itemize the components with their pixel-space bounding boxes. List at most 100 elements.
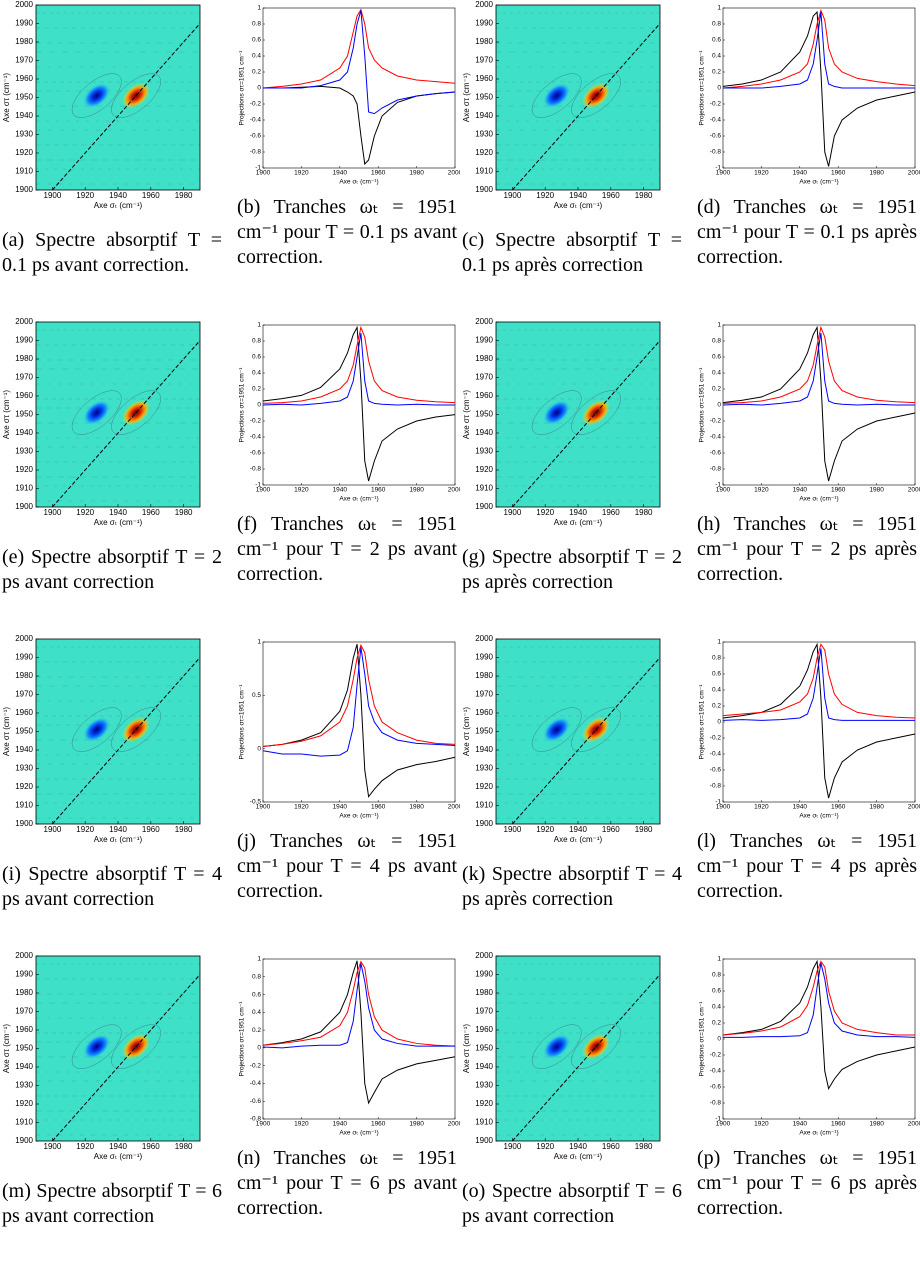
- x-tick-label: 1960: [142, 1142, 160, 1151]
- y-tick-label: 0.4: [252, 370, 261, 377]
- y-tick-label: 0.8: [712, 655, 721, 662]
- x-tick-label: 1900: [44, 1142, 62, 1151]
- peak-halo: [571, 1024, 621, 1069]
- y-tick-label: -0.8: [250, 149, 262, 156]
- y-tick-label: 1960: [15, 1025, 33, 1034]
- x-tick-label: 1900: [256, 170, 271, 177]
- peak-halo: [111, 1024, 161, 1069]
- y-tick-label: 1970: [15, 1007, 33, 1016]
- y-tick-label: 1990: [475, 336, 493, 345]
- x-tick-label: 1900: [256, 487, 271, 494]
- y-tick-label: 0.8: [252, 338, 261, 345]
- line-plot: 1900 1920 1940 1960 1980 2000 -1 -0.8 -0.6 -0.4 -0…: [699, 956, 920, 1137]
- peak-halo: [571, 707, 621, 752]
- y-tick-label: 1950: [15, 1044, 33, 1053]
- y-tick-label: 1970: [475, 373, 493, 382]
- y-tick-label: 0.5: [252, 692, 261, 699]
- y-tick-label: 1930: [475, 764, 493, 773]
- x-tick-label: 1940: [569, 508, 587, 517]
- y-tick-label: -0.2: [710, 1052, 722, 1059]
- x-tick-label: 1940: [793, 170, 808, 177]
- x-tick-label: 1980: [409, 487, 424, 494]
- x-tick-label: 1980: [869, 487, 884, 494]
- x-tick-label: 1940: [109, 191, 127, 200]
- x-tick-label: 1920: [294, 170, 309, 177]
- y-tick-label: -0.2: [250, 101, 262, 108]
- x-tick-label: 2000: [448, 170, 460, 177]
- x-tick-label: 1940: [109, 1142, 127, 1151]
- y-tick-label: -0.5: [250, 799, 262, 806]
- y-tick-label: 0: [717, 1036, 721, 1043]
- y-tick-label: 1990: [15, 336, 33, 345]
- y-tick-label: 1920: [15, 1099, 33, 1108]
- y-tick-label: -0.2: [710, 735, 722, 742]
- x-tick-label: 1920: [536, 1142, 554, 1151]
- y-tick-label: 0: [257, 1045, 261, 1052]
- x-tick-label: 1980: [869, 804, 884, 811]
- x-tick-label: 2000: [908, 487, 920, 494]
- y-tick-label: 1980: [475, 671, 493, 680]
- y-axis-label: Axe στ (cm⁻¹): [462, 73, 471, 123]
- x-tick-label: 1960: [602, 825, 620, 834]
- contour-plot: 1900 1920 1940 1960 1980 1900 1910 1920 1930 1940…: [2, 634, 201, 844]
- y-tick-label: 1900: [475, 185, 493, 194]
- y-tick-label: 1980: [475, 37, 493, 46]
- y-tick-label: -0.2: [710, 101, 722, 108]
- x-tick-label: 1960: [371, 1121, 386, 1128]
- x-tick-label: 1900: [44, 825, 62, 834]
- y-tick-label: 1930: [15, 764, 33, 773]
- plot-background: [36, 5, 200, 190]
- x-tick-label: 1920: [536, 508, 554, 517]
- y-axis-label: Axe στ (cm⁻¹): [2, 707, 11, 757]
- plot-background: [496, 5, 660, 190]
- y-axis-label: Axe στ (cm⁻¹): [2, 73, 11, 123]
- contour-plot: 1900 1920 1940 1960 1980 1900 1910 1920 1930 1940…: [462, 0, 661, 210]
- y-tick-label: 1980: [15, 354, 33, 363]
- x-tick-label: 2000: [448, 487, 460, 494]
- y-tick-label: 1950: [15, 727, 33, 736]
- series-line: [262, 643, 456, 748]
- line-plot: 1900 1920 1940 1960 1980 2000 -0.5 0 0.5 1 Axe σₜ …: [239, 639, 460, 820]
- y-tick-label: 1910: [15, 167, 33, 176]
- x-tick-label: 1940: [793, 1121, 808, 1128]
- y-axis-label: Projections στ=1951 cm⁻¹: [699, 1001, 706, 1077]
- x-tick-label: 1980: [869, 170, 884, 177]
- y-tick-label: 0.2: [252, 69, 261, 76]
- caption: (m) Spectre absorptif T = 6 ps avant cor…: [2, 1180, 222, 1227]
- y-tick-label: 0.2: [712, 703, 721, 710]
- y-tick-label: 1990: [15, 970, 33, 979]
- y-tick-label: -0.4: [710, 1068, 722, 1075]
- y-tick-label: 0: [257, 745, 261, 752]
- y-tick-label: 1910: [15, 484, 33, 493]
- y-tick-label: -0.6: [250, 450, 262, 457]
- y-tick-label: 1900: [15, 819, 33, 828]
- x-tick-label: 1900: [504, 825, 522, 834]
- x-tick-label: 1900: [716, 804, 731, 811]
- y-tick-label: 1950: [475, 93, 493, 102]
- x-tick-label: 1940: [793, 487, 808, 494]
- y-tick-label: 1900: [475, 1136, 493, 1145]
- x-tick-label: 2000: [448, 804, 460, 811]
- y-tick-label: -1: [715, 799, 721, 806]
- line-plot: 1900 1920 1940 1960 1980 2000 -1 -0.8 -0.6 -0.4 -0…: [699, 322, 920, 503]
- subfigure: 1900 1920 1940 1960 1980 2000 -1 -0.8 -0.6 -0.4 -0…: [695, 0, 920, 317]
- y-tick-label: 1970: [15, 690, 33, 699]
- y-tick-label: 0.6: [252, 37, 261, 44]
- y-tick-label: -1: [715, 482, 721, 489]
- y-tick-label: 1950: [15, 410, 33, 419]
- x-tick-label: 1980: [635, 825, 653, 834]
- y-tick-label: 1950: [15, 93, 33, 102]
- x-tick-label: 1900: [44, 191, 62, 200]
- y-tick-label: 2000: [475, 0, 493, 9]
- y-tick-label: -0.4: [250, 434, 262, 441]
- y-tick-label: 1950: [475, 410, 493, 419]
- x-axis-label: Axe σₜ (cm⁻¹): [339, 496, 378, 503]
- series-line: [722, 325, 916, 404]
- subfigure: 1900 1920 1940 1960 1980 1900 1910 1920 1930 1940…: [460, 634, 695, 951]
- y-tick-label: 1920: [15, 782, 33, 791]
- x-tick-label: 2000: [448, 1121, 460, 1128]
- x-axis-label: Axe σₜ (cm⁻¹): [94, 835, 143, 844]
- contour-plot: 1900 1920 1940 1960 1980 1900 1910 1920 1930 1940…: [2, 317, 201, 527]
- y-tick-label: 1: [257, 639, 261, 646]
- x-axis-label: Axe σₜ (cm⁻¹): [554, 518, 603, 527]
